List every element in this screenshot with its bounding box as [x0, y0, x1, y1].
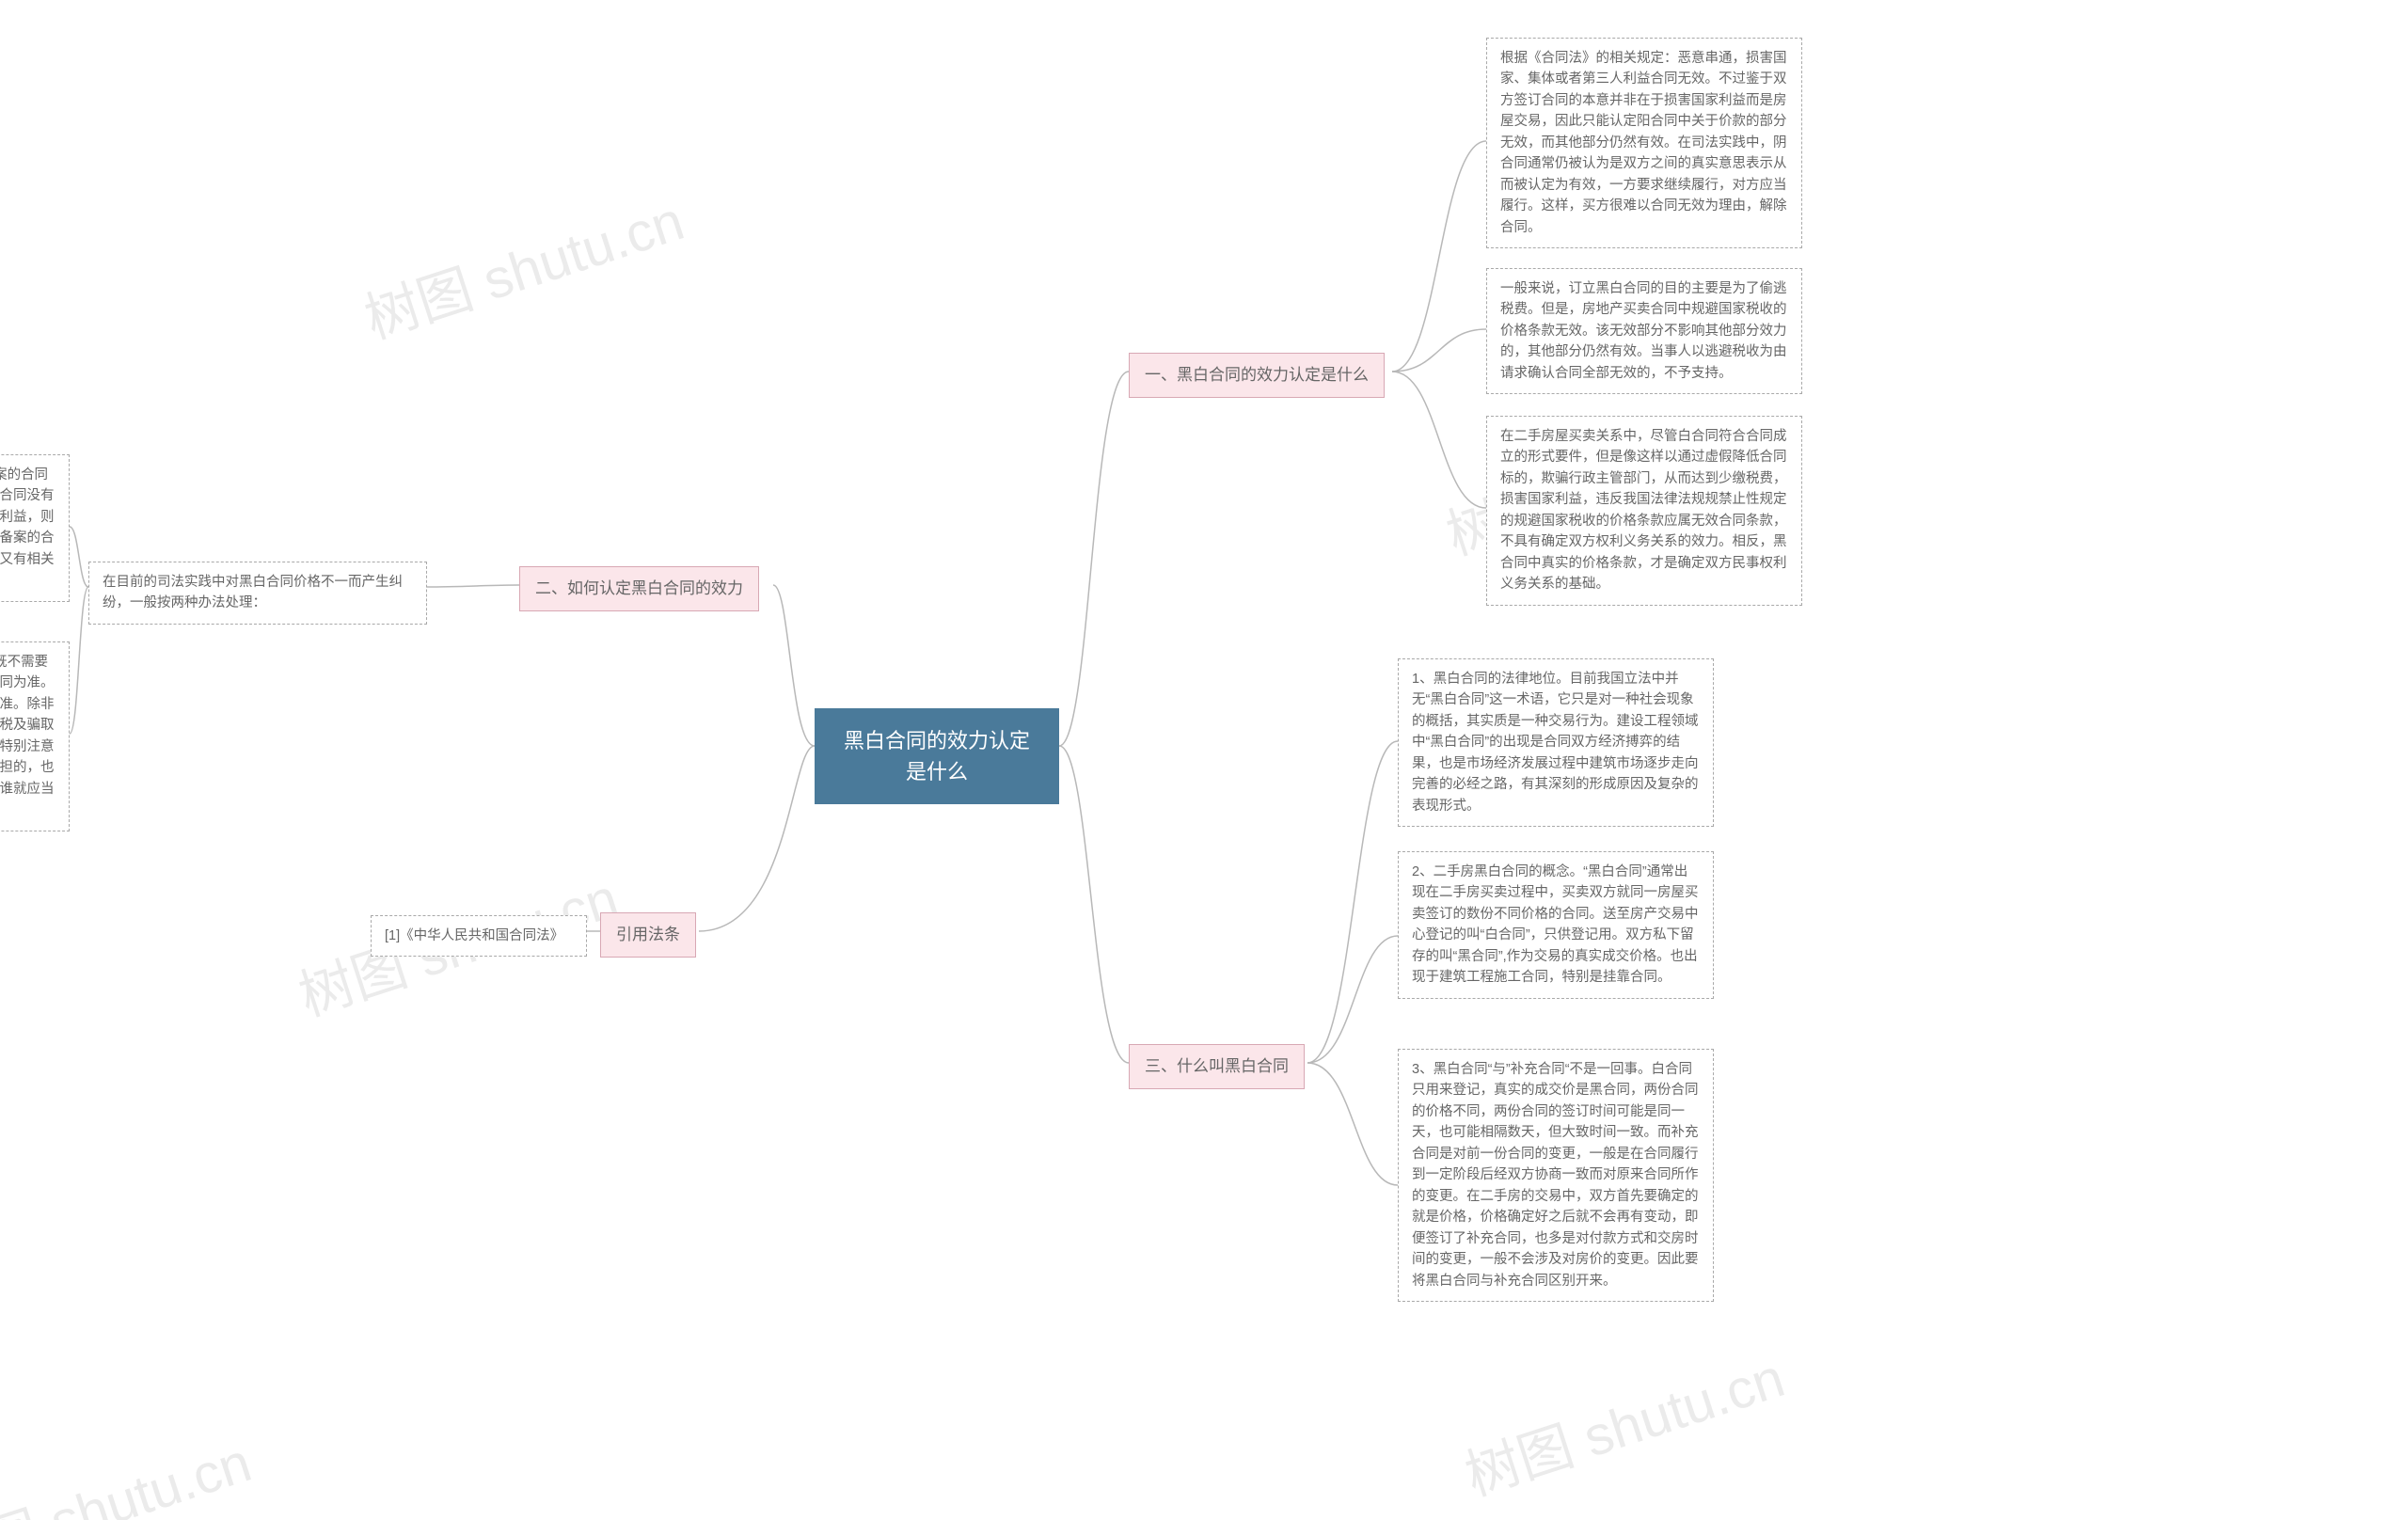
leaf-definition-1: 1、黑白合同的法律地位。目前我国立法中并无“黑白合同”这一术语，它只是对一种社会… [1398, 658, 1714, 827]
leaf-howto-2: 2、如果签订的两份合同，按照规定，既不需要批准，也无须备案，则以实际履行的合同为… [0, 641, 70, 831]
leaf-validity-1: 根据《合同法》的相关规定：恶意串通，损害国家、集体或者第三人利益合同无效。不过鉴… [1486, 38, 1802, 248]
connector-layer [0, 0, 2408, 1520]
center-node: 黑白合同的效力认定是什么 [815, 708, 1059, 804]
branch-howto: 二、如何认定黑白合同的效力 [519, 566, 759, 611]
leaf-lawref-1: [1]《中华人民共和国合同法》 [371, 915, 587, 957]
leaf-validity-3: 在二手房屋买卖关系中，尽管白合同符合合同成立的形式要件，但是像这样以通过虚假降低… [1486, 416, 1802, 606]
branch-definition: 三、什么叫黑白合同 [1129, 1044, 1305, 1089]
watermark: 树图 shutu.cn [354, 177, 692, 354]
watermark: 树图 shutu.cn [0, 1418, 260, 1520]
leaf-validity-2: 一般来说，订立黑白合同的目的主要是为了偷逃税费。但是，房地产买卖合同中规避国家税… [1486, 268, 1802, 394]
branch-lawref: 引用法条 [600, 912, 696, 958]
leaf-definition-2: 2、二手房黑白合同的概念。“黑白合同”通常出现在二手房买卖过程中，买卖双方就同一… [1398, 851, 1714, 999]
branch-validity: 一、黑白合同的效力认定是什么 [1129, 353, 1385, 398]
watermark: 树图 shutu.cn [1454, 1334, 1793, 1511]
leaf-definition-3: 3、黑白合同“与”补充合同“不是一回事。白合同只用来登记，真实的成交价是黑合同，… [1398, 1049, 1714, 1302]
mid-howto: 在目前的司法实践中对黑白合同价格不一而产生纠纷，一般按两种办法处理： [88, 562, 427, 625]
leaf-howto-1: 1、根据规定，合同需要备案的，以备案的合同为准，这是一般原则；但是如果备案的合同… [0, 454, 70, 602]
